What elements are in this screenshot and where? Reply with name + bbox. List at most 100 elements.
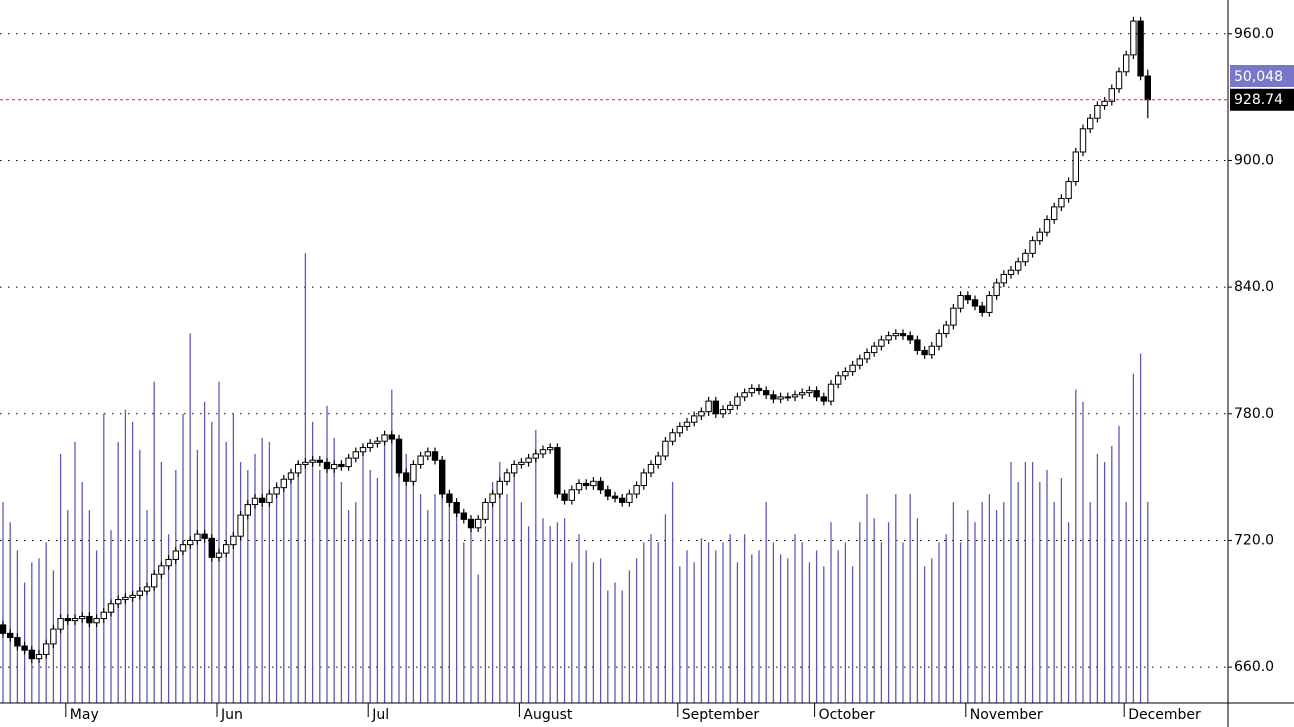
candle-body xyxy=(518,461,525,465)
x-tick-label: October xyxy=(819,707,875,723)
candle-body xyxy=(863,352,871,360)
candle-body xyxy=(1015,261,1022,271)
candle-body xyxy=(597,480,604,491)
candle-body xyxy=(1108,88,1115,102)
candle-body xyxy=(770,394,777,400)
candle-body xyxy=(158,565,165,575)
candle-body xyxy=(712,400,719,415)
candle-body xyxy=(79,615,86,620)
candle-body xyxy=(28,649,36,660)
candle-body xyxy=(611,495,619,499)
candle-body xyxy=(885,335,892,341)
candle-body xyxy=(259,497,266,503)
candle-body xyxy=(1130,20,1137,56)
candle-body xyxy=(280,478,288,489)
candle-body xyxy=(100,611,107,620)
volume-label: 50,048 xyxy=(1234,69,1283,85)
y-tick-label: 660.0 xyxy=(1234,659,1274,675)
candle-body xyxy=(309,459,316,463)
candle-body xyxy=(1022,252,1029,263)
candle-body xyxy=(244,504,252,516)
candle-body xyxy=(676,425,683,434)
candle-body xyxy=(1079,128,1087,153)
candle-body xyxy=(367,442,374,449)
candle-body xyxy=(1094,105,1101,119)
candle-body xyxy=(388,434,396,440)
candle-body xyxy=(345,457,352,468)
candle-body xyxy=(266,493,273,503)
candle-body xyxy=(698,411,705,417)
candle-body xyxy=(64,618,71,622)
candle-body xyxy=(417,455,424,465)
candle-body xyxy=(352,451,360,459)
candle-body xyxy=(835,375,842,385)
candle-body xyxy=(748,387,755,394)
candle-body xyxy=(568,489,575,501)
candle-body xyxy=(856,358,863,366)
candle-body xyxy=(1072,151,1079,183)
candle-body xyxy=(201,533,208,539)
candle-body xyxy=(669,432,676,442)
candle-body xyxy=(583,482,590,487)
candle-body xyxy=(50,628,57,645)
candle-body xyxy=(943,324,950,335)
candle-body xyxy=(446,493,453,503)
candle-body xyxy=(575,482,583,491)
candle-body xyxy=(71,618,79,622)
candle-body xyxy=(424,451,432,457)
candle-body xyxy=(115,599,122,605)
candle-body xyxy=(1000,273,1007,284)
candle-body xyxy=(179,544,187,552)
candle-body xyxy=(251,497,259,506)
x-tick-label: September xyxy=(682,707,760,723)
candle-body xyxy=(871,345,878,354)
candle-body xyxy=(410,463,417,482)
candle-body xyxy=(899,333,907,337)
candle-body xyxy=(431,451,439,461)
candle-body xyxy=(878,339,885,347)
candle-body xyxy=(604,489,611,497)
candle-body xyxy=(539,449,547,455)
candle-body xyxy=(1065,181,1072,199)
candle-body xyxy=(986,295,993,313)
candle-body xyxy=(957,295,964,309)
candle-body xyxy=(453,501,460,514)
candle-body xyxy=(705,400,712,413)
candle-body xyxy=(475,518,482,529)
candle-body xyxy=(143,586,151,592)
candle-body xyxy=(806,390,813,394)
candle-body xyxy=(323,461,331,470)
candle-body xyxy=(993,282,1000,297)
y-tick-label: 720.0 xyxy=(1234,532,1274,548)
candle-body xyxy=(619,497,626,503)
candle-body xyxy=(633,485,640,495)
y-tick-label: 780.0 xyxy=(1234,406,1274,422)
candle-body xyxy=(503,472,511,482)
x-tick-label: Jul xyxy=(371,707,389,723)
volume-label-box xyxy=(1230,65,1294,87)
candle-body xyxy=(14,637,21,647)
candle-body xyxy=(849,364,856,373)
candle-body xyxy=(287,472,295,480)
candle-body xyxy=(554,447,561,495)
candle-body xyxy=(784,396,791,399)
candle-body xyxy=(1051,206,1058,221)
candle-body xyxy=(129,594,136,598)
candle-body xyxy=(921,349,928,356)
candle-body xyxy=(727,404,734,411)
candle-body xyxy=(820,396,827,402)
candle-body xyxy=(359,447,367,453)
candle-body xyxy=(950,307,957,326)
candle-body xyxy=(1144,75,1151,101)
candle-body xyxy=(1029,240,1036,254)
candle-body xyxy=(741,392,748,398)
candle-body xyxy=(907,335,914,341)
last-price-label: 928.74 xyxy=(1234,92,1283,108)
candle-body xyxy=(626,493,633,503)
x-tick-label: May xyxy=(70,707,99,723)
x-tick-label: August xyxy=(523,707,573,723)
candle-body xyxy=(295,463,302,474)
candle-body xyxy=(381,434,388,442)
candle-body xyxy=(928,345,935,356)
